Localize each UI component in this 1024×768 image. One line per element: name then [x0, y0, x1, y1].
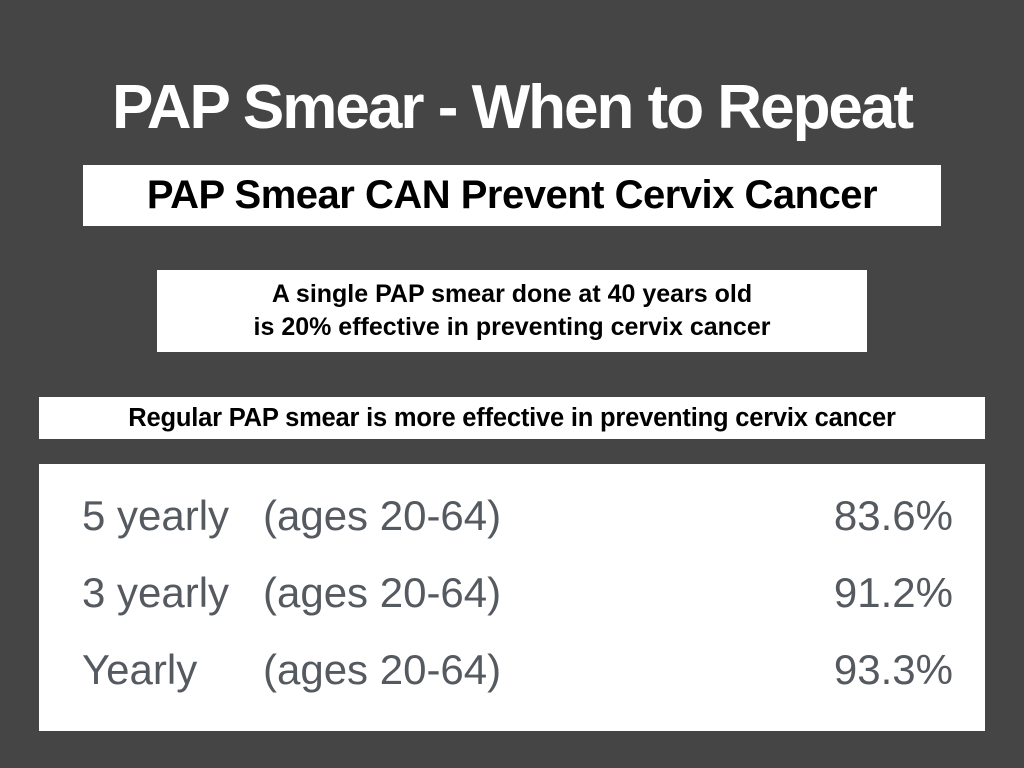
table-row: 5 yearly (ages 20-64) 83.6%	[39, 486, 985, 546]
regular-smear-note: Regular PAP smear is more effective in p…	[39, 397, 985, 439]
row-ages: (ages 20-64)	[263, 646, 502, 693]
row-frequency: 3 yearly	[82, 569, 230, 616]
table-row: 3 yearly (ages 20-64) 91.2%	[39, 563, 985, 623]
single-smear-line-1: A single PAP smear done at 40 years old	[271, 280, 753, 308]
row-frequency: 5 yearly	[82, 492, 230, 539]
table-row: Yearly (ages 20-64) 93.3%	[39, 640, 985, 700]
single-smear-box: A single PAP smear done at 40 years old …	[157, 270, 867, 352]
row-effectiveness: 91.2%	[833, 569, 953, 616]
effectiveness-table: 5 yearly (ages 20-64) 83.6% 3 yearly (ag…	[39, 464, 985, 731]
row-frequency: Yearly	[82, 646, 198, 693]
row-ages: (ages 20-64)	[263, 492, 502, 539]
row-ages: (ages 20-64)	[263, 569, 502, 616]
single-smear-line-2: is 20% effective in preventing cervix ca…	[253, 313, 771, 341]
slide-title: PAP Smear - When to Repeat	[111, 73, 914, 142]
subtitle-box: PAP Smear CAN Prevent Cervix Cancer	[83, 165, 941, 226]
row-effectiveness: 93.3%	[833, 646, 953, 693]
row-effectiveness: 83.6%	[833, 492, 953, 539]
